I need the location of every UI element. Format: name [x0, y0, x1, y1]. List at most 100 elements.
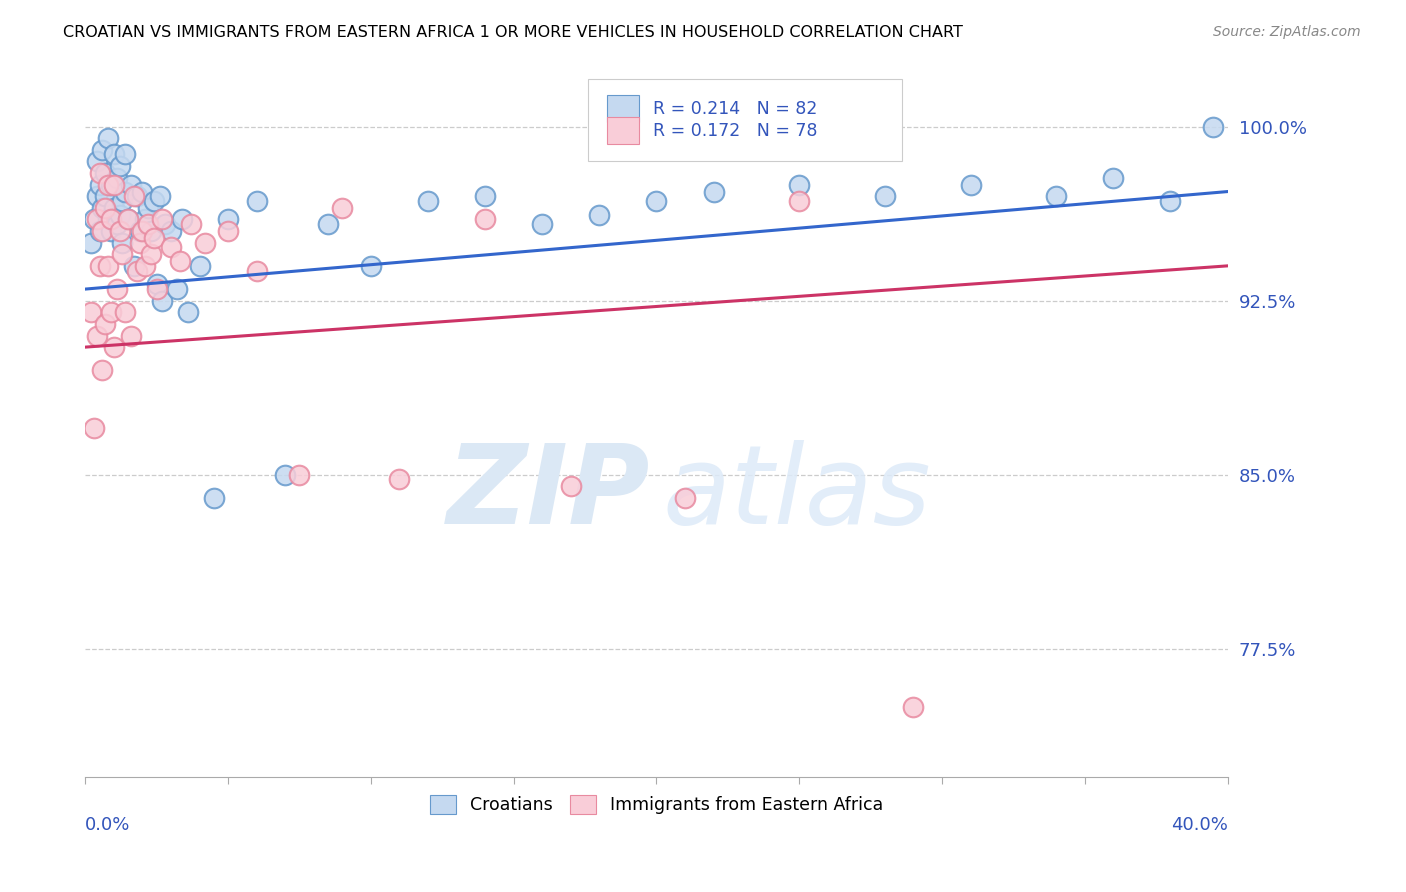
Point — [873, 189, 896, 203]
Point — [100, 212, 122, 227]
Point — [103, 147, 125, 161]
Text: CROATIAN VS IMMIGRANTS FROM EASTERN AFRICA 1 OR MORE VEHICLES IN HOUSEHOLD CORRE: CROATIAN VS IMMIGRANTS FROM EASTERN AFRI… — [63, 25, 963, 40]
Point — [128, 224, 150, 238]
Point — [134, 212, 156, 227]
Point — [588, 208, 610, 222]
Point — [100, 224, 122, 238]
Point — [194, 235, 217, 250]
Point — [1102, 170, 1125, 185]
Point — [702, 185, 724, 199]
Point — [360, 259, 382, 273]
Point — [160, 240, 183, 254]
Point — [202, 491, 225, 505]
Point — [177, 305, 200, 319]
Point — [105, 170, 128, 185]
FancyBboxPatch shape — [607, 95, 640, 122]
Point — [108, 224, 131, 238]
FancyBboxPatch shape — [588, 79, 903, 161]
Point — [1045, 189, 1067, 203]
Point — [94, 166, 117, 180]
Point — [1202, 120, 1225, 134]
Point — [122, 189, 145, 203]
Point — [117, 212, 139, 227]
Point — [172, 212, 194, 227]
Point — [114, 305, 136, 319]
Point — [91, 143, 114, 157]
Text: 40.0%: 40.0% — [1171, 815, 1227, 833]
Point — [122, 259, 145, 273]
Point — [142, 194, 165, 208]
Point — [86, 328, 108, 343]
Point — [120, 178, 142, 192]
Point — [416, 194, 439, 208]
Point — [91, 201, 114, 215]
Point — [105, 282, 128, 296]
Point — [103, 340, 125, 354]
Point — [97, 259, 120, 273]
Point — [560, 479, 582, 493]
Point — [89, 259, 111, 273]
Point — [97, 131, 120, 145]
Point — [128, 235, 150, 250]
Point — [120, 328, 142, 343]
Point — [114, 185, 136, 199]
FancyBboxPatch shape — [607, 118, 640, 145]
Point — [531, 217, 554, 231]
Point — [80, 235, 103, 250]
Point — [86, 212, 108, 227]
Point — [274, 467, 297, 482]
Point — [246, 194, 269, 208]
Point — [94, 201, 117, 215]
Point — [474, 212, 496, 227]
Point — [155, 217, 177, 231]
Point — [959, 178, 981, 192]
Point — [246, 263, 269, 277]
Point — [217, 224, 239, 238]
Point — [97, 178, 120, 192]
Point — [139, 224, 162, 238]
Point — [131, 185, 153, 199]
Point — [142, 231, 165, 245]
Point — [330, 201, 353, 215]
Point — [80, 305, 103, 319]
Point — [388, 473, 411, 487]
Point — [91, 363, 114, 377]
Point — [94, 189, 117, 203]
Point — [152, 212, 174, 227]
Point — [125, 189, 148, 203]
Point — [188, 259, 211, 273]
Text: Source: ZipAtlas.com: Source: ZipAtlas.com — [1213, 25, 1361, 39]
Point — [100, 178, 122, 192]
Point — [86, 189, 108, 203]
Point — [125, 263, 148, 277]
Legend: Croatians, Immigrants from Eastern Africa: Croatians, Immigrants from Eastern Afric… — [423, 788, 890, 821]
Point — [169, 254, 191, 268]
Point — [180, 217, 202, 231]
Point — [645, 194, 668, 208]
Point — [108, 208, 131, 222]
Point — [89, 178, 111, 192]
Point — [136, 217, 159, 231]
Point — [103, 201, 125, 215]
Point — [83, 421, 105, 435]
Point — [111, 247, 134, 261]
Point — [787, 194, 810, 208]
Point — [316, 217, 339, 231]
Point — [89, 224, 111, 238]
Point — [111, 235, 134, 250]
Point — [105, 217, 128, 231]
Point — [288, 467, 311, 482]
Point — [117, 212, 139, 227]
Point — [217, 212, 239, 227]
Point — [134, 259, 156, 273]
Point — [903, 700, 925, 714]
Point — [136, 201, 159, 215]
Point — [152, 293, 174, 308]
Point — [89, 166, 111, 180]
Text: 0.0%: 0.0% — [86, 815, 131, 833]
Point — [103, 178, 125, 192]
Point — [160, 224, 183, 238]
Point — [673, 491, 696, 505]
Point — [148, 189, 170, 203]
Point — [139, 247, 162, 261]
